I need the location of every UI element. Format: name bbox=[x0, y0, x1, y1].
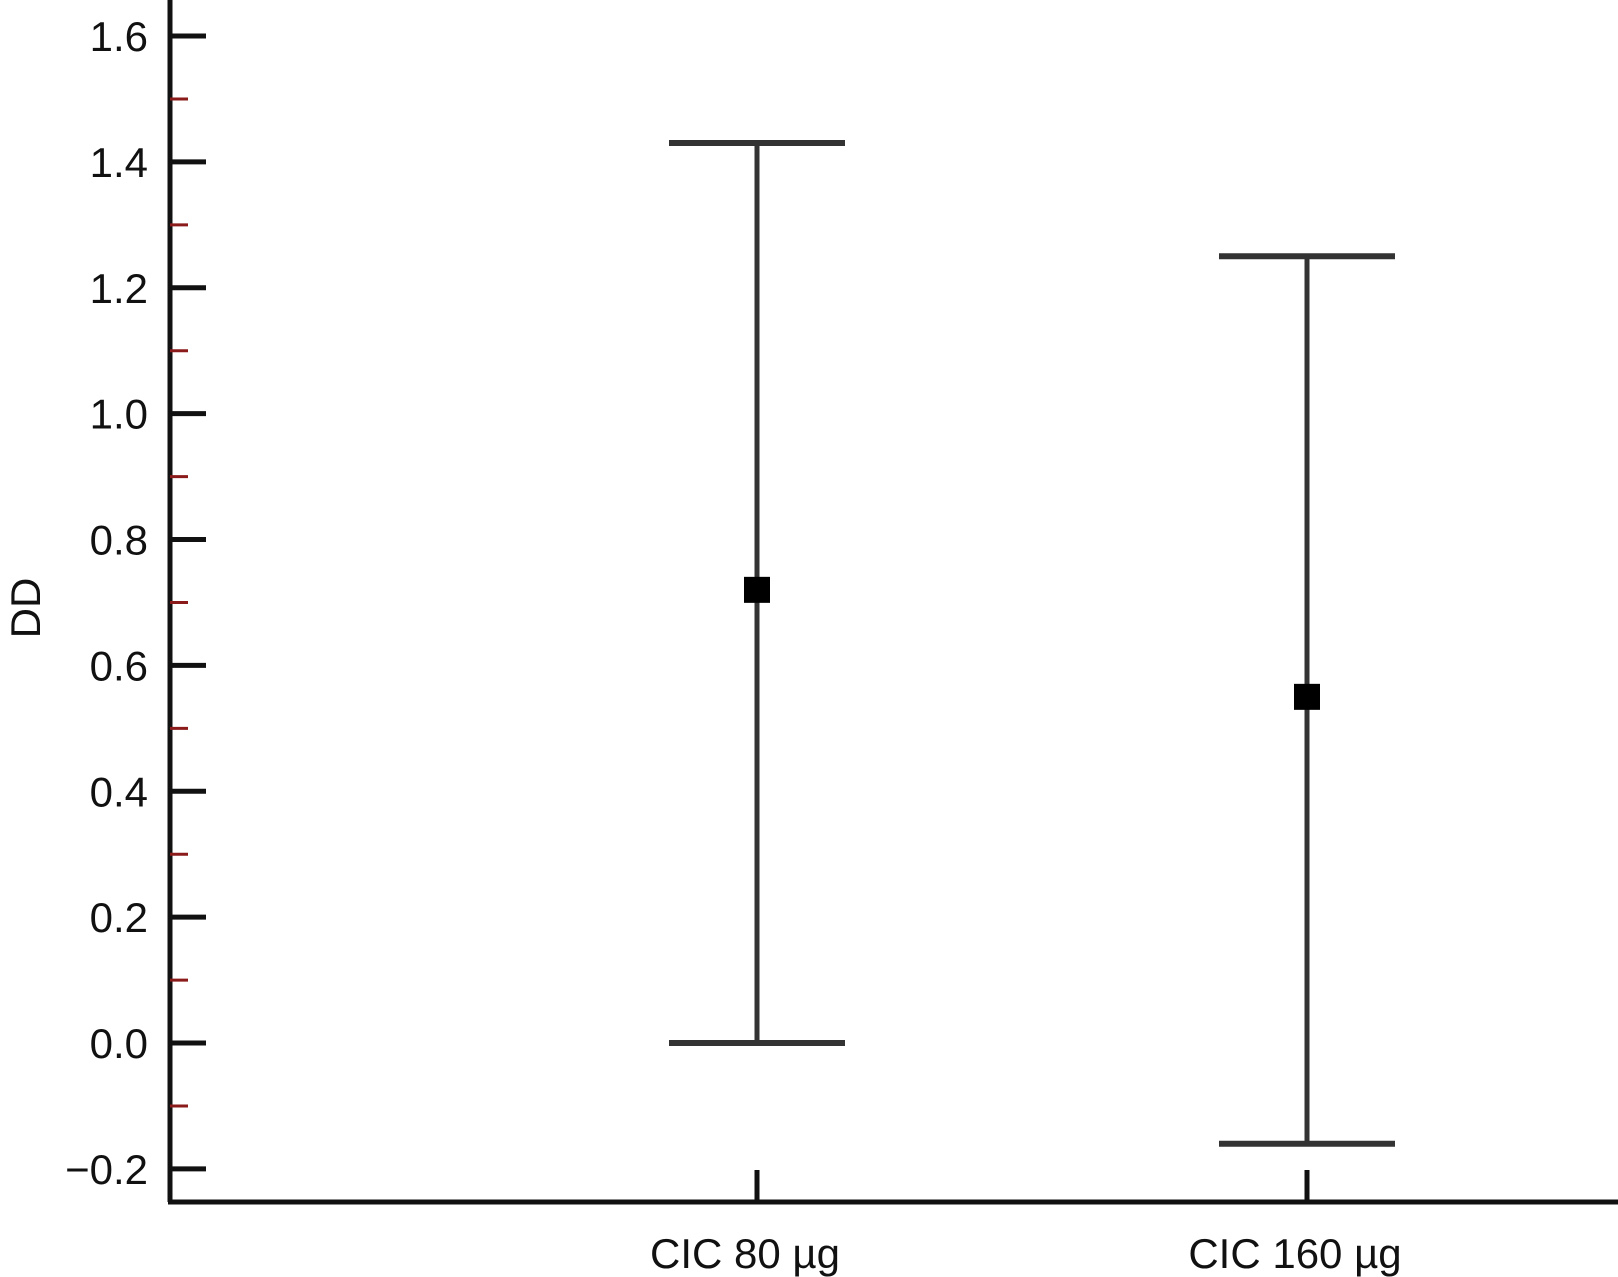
y-tick-label: 1.6 bbox=[90, 13, 148, 60]
y-tick-label: 0.6 bbox=[90, 642, 148, 689]
y-tick-label: 0.0 bbox=[90, 1020, 148, 1067]
axes-layer bbox=[167, 0, 1618, 1205]
series-layer bbox=[669, 139, 1395, 1147]
x-tick-label: CIC 80 µg bbox=[650, 1230, 840, 1277]
x-ticks-layer: CIC 80 µg CIC 160 µg bbox=[650, 1170, 1402, 1277]
error-bar-group bbox=[1219, 253, 1395, 1147]
mean-marker bbox=[744, 576, 770, 603]
y-tick-label: −0.2 bbox=[65, 1146, 148, 1193]
mean-marker bbox=[1294, 683, 1320, 710]
y-tick-label: 1.2 bbox=[90, 265, 148, 312]
y-ticks-layer: −0.2 0.0 0.2 0.4 0.6 0.8 1.0 1.2 1.4 1.6 bbox=[65, 13, 206, 1193]
y-tick-label: 1.4 bbox=[90, 139, 148, 186]
y-tick-label: 0.4 bbox=[90, 768, 148, 815]
x-tick-label: CIC 160 µg bbox=[1188, 1230, 1401, 1277]
error-bar-group bbox=[669, 139, 845, 1046]
y-tick-label: 0.2 bbox=[90, 894, 148, 941]
y-tick-label: 1.0 bbox=[90, 391, 148, 438]
y-tick-label: 0.8 bbox=[90, 517, 148, 564]
y-axis-title: DD bbox=[2, 578, 49, 639]
